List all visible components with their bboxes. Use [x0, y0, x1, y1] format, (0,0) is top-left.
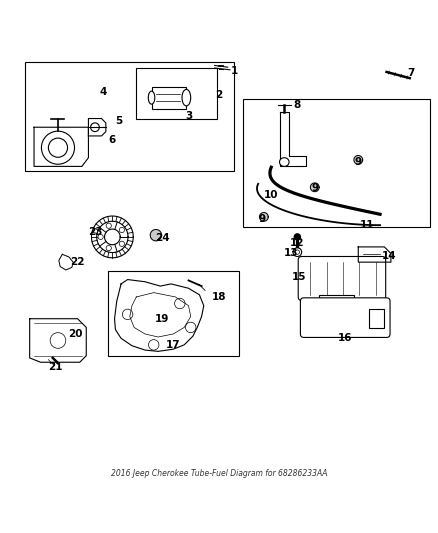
Text: 14: 14 — [381, 251, 396, 261]
Text: 2: 2 — [215, 90, 223, 100]
Polygon shape — [88, 118, 106, 136]
Text: 7: 7 — [407, 68, 414, 78]
Text: 5: 5 — [115, 116, 123, 126]
Ellipse shape — [279, 158, 289, 166]
Circle shape — [294, 234, 300, 240]
Text: 9: 9 — [311, 183, 318, 193]
Polygon shape — [358, 247, 391, 262]
Text: 8: 8 — [294, 100, 301, 110]
Text: 2016 Jeep Cherokee Tube-Fuel Diagram for 68286233AA: 2016 Jeep Cherokee Tube-Fuel Diagram for… — [111, 469, 327, 478]
Bar — [108, 271, 239, 356]
Polygon shape — [311, 183, 319, 192]
Bar — [25, 62, 234, 171]
FancyBboxPatch shape — [300, 298, 390, 337]
Text: 4: 4 — [100, 87, 107, 98]
Polygon shape — [259, 213, 268, 221]
Text: 6: 6 — [109, 135, 116, 146]
Text: 1: 1 — [231, 66, 238, 76]
Text: 13: 13 — [283, 248, 298, 259]
Polygon shape — [280, 112, 306, 166]
Text: 9: 9 — [355, 157, 362, 167]
Polygon shape — [59, 254, 73, 270]
Text: 23: 23 — [88, 227, 102, 237]
Text: 10: 10 — [264, 190, 279, 200]
Ellipse shape — [148, 91, 155, 104]
Text: 18: 18 — [212, 292, 226, 302]
Text: 24: 24 — [155, 233, 170, 243]
Bar — [369, 309, 385, 328]
Text: 15: 15 — [292, 272, 307, 282]
Polygon shape — [115, 279, 204, 351]
Text: 21: 21 — [49, 361, 63, 372]
Text: 20: 20 — [68, 329, 83, 339]
Bar — [319, 295, 354, 314]
Text: 16: 16 — [338, 333, 353, 343]
Ellipse shape — [182, 90, 191, 106]
Bar — [136, 68, 217, 118]
Text: 11: 11 — [360, 220, 374, 230]
Text: 12: 12 — [290, 238, 304, 247]
Text: 3: 3 — [185, 111, 192, 122]
Polygon shape — [34, 127, 88, 166]
Text: 17: 17 — [166, 340, 180, 350]
FancyBboxPatch shape — [298, 256, 386, 301]
Polygon shape — [354, 156, 363, 164]
Text: 22: 22 — [71, 257, 85, 267]
Bar — [152, 87, 186, 109]
Polygon shape — [30, 319, 86, 362]
Text: 19: 19 — [155, 314, 170, 324]
Bar — [243, 99, 430, 228]
Text: 9: 9 — [259, 214, 266, 224]
Polygon shape — [150, 230, 162, 241]
